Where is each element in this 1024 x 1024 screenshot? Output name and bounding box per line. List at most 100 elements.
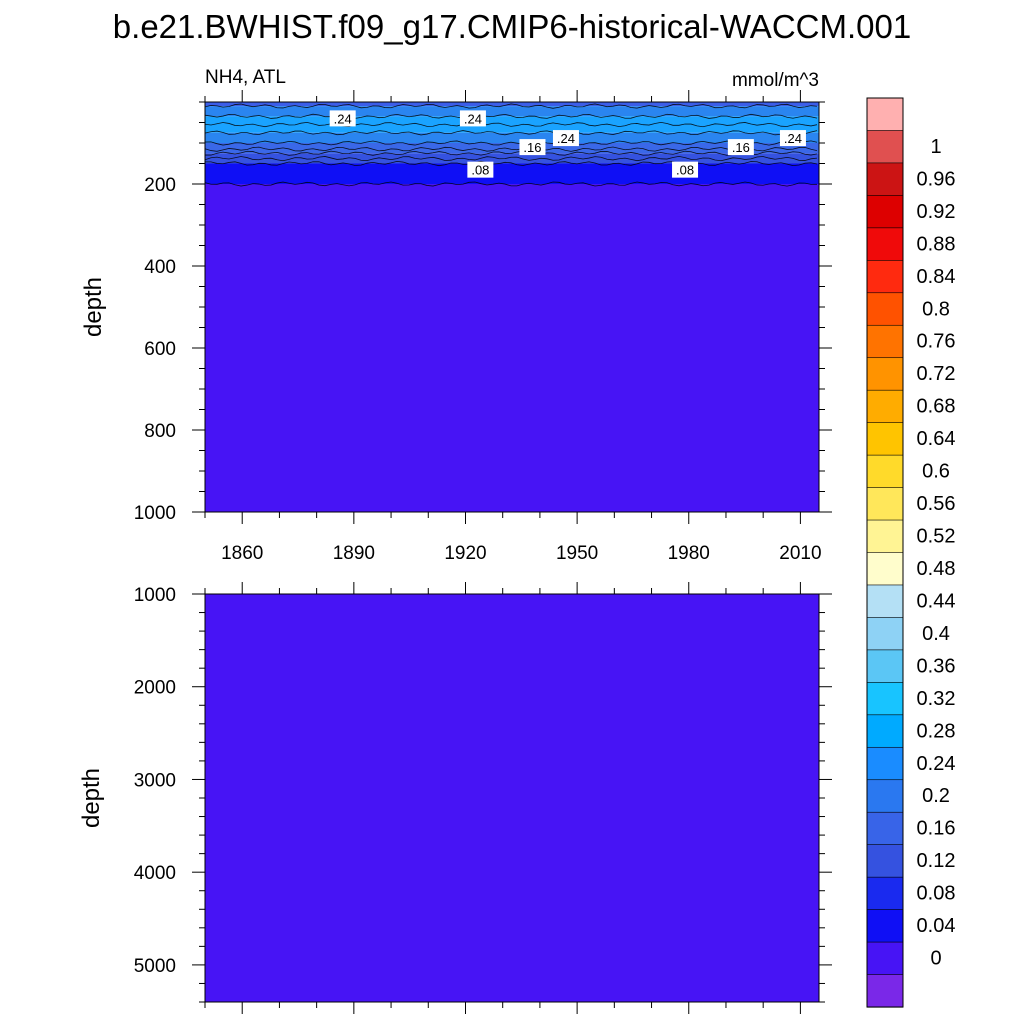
colorbar-label-19: 0.24 [917,753,956,775]
top-contour-line-1 [204,113,818,119]
colorbar-cell-17 [866,649,904,683]
colorbar-cell-5 [866,260,904,294]
top-contour-label-box-5 [672,161,699,178]
colorbar-label-6: 0.76 [917,331,956,353]
bottom-y-tick-label-4000: 4000 [134,863,176,884]
colorbar-cell-10 [866,422,904,456]
top-contour-label-1: .24 [464,111,482,126]
top-contour-line-9 [204,181,818,187]
colorbar-label-20: 0.2 [922,785,950,807]
top-depth-band-5 [205,153,819,164]
top-y-tick-label-1000: 1000 [134,503,176,524]
top-x-tick-label-1860: 1860 [221,543,263,564]
colorbar-cell-4 [866,227,904,261]
colorbar-label-17: 0.32 [917,688,956,710]
colorbar-label-15: 0.4 [922,623,950,645]
top-contour-label-3: .24 [557,131,575,146]
colorbar-cell-20 [866,746,904,781]
colorbar-cell-22 [866,811,904,846]
bottom-panel: 1000 2000 3000 4000 5000 depth [78,582,832,1014]
colorbar-label-22: 0.12 [917,850,956,872]
figure-title: b.e21.BWHIST.f09_g17.CMIP6-historical-WA… [113,8,911,45]
colorbar-label-7: 0.72 [917,363,956,385]
colorbar-label-10: 0.6 [922,461,950,483]
top-contour-label-box-4 [467,161,494,178]
colorbar-label-18: 0.28 [917,720,956,742]
colorbar-cell-9 [866,389,904,424]
panel-left-string: NH4, ATL [205,67,286,88]
colorbar-cell-0 [866,97,904,132]
top-panel: NH4, ATL mmol/m^3 .24 .24 .16 .24 .08 .08 .16.… [80,67,832,564]
top-y-tick-label-400: 400 [144,257,176,278]
colorbar-label-25: 0 [930,948,941,970]
colorbar-cell-16 [866,617,904,651]
colorbar-label-14: 0.44 [917,590,956,612]
bottom-y-tick-label-5000: 5000 [134,956,176,977]
top-contour-label-box-1 [459,110,486,127]
colorbar-cell-19 [866,714,904,748]
colorbar-label-2: 0.92 [917,201,956,223]
colorbar-label-21: 0.16 [917,818,956,840]
top-y-tick-label-200: 200 [144,175,176,196]
top-contour-line-2 [204,121,818,128]
colorbar-label-12: 0.52 [917,526,956,548]
top-y-axis-title: depth [80,277,107,337]
colorbar-cell-7 [866,324,904,359]
top-plot-area: .24 .24 .16 .24 .08 .08 .16 .24 1860 1890 1920 1950… [134,90,832,564]
colorbar-label-8: 0.68 [917,396,956,418]
top-contour-line-6 [205,150,818,156]
top-contour-label-5: .08 [676,163,694,178]
colorbar-label-5: 0.8 [922,298,950,320]
bottom-y-axis-title: depth [78,768,105,828]
colorbar-label-3: 0.88 [917,233,956,255]
colorbar-label-16: 0.36 [917,655,956,677]
colorbar-label-0: 1 [930,136,941,158]
top-contour-line-7 [204,155,818,162]
top-contour-label-6: .16 [732,140,750,155]
top-x-tick-label-1950: 1950 [556,543,598,564]
top-contour-label-4: .08 [471,163,489,178]
top-x-tick-label-1980: 1980 [668,543,710,564]
colorbar-cell-8 [866,357,904,391]
top-depth-band-3 [205,132,819,143]
colorbar-cell-21 [866,779,904,813]
panel-right-string: mmol/m^3 [732,70,819,91]
colorbar-cell-13 [866,519,904,554]
colorbar-cell-3 [866,195,904,229]
top-x-tick-label-1890: 1890 [333,543,375,564]
colorbar-cell-11 [866,454,904,489]
top-y-tick-label-800: 800 [144,421,176,442]
colorbar-label-13: 0.48 [917,558,956,580]
top-contour-label-box-2 [519,139,546,156]
colorbar-cell-27 [866,974,904,1008]
colorbar-label-23: 0.08 [917,883,956,905]
top-contour-label-box-7 [779,130,806,147]
colorbar-cell-24 [866,876,904,911]
colorbar-cell-1 [866,130,904,164]
top-depth-band-1 [205,106,819,117]
top-y-tick-label-600: 600 [144,339,176,360]
colorbar-cell-15 [866,584,904,619]
top-contour-line-3 [204,130,818,136]
colorbar-cell-14 [866,552,904,586]
bottom-y-tick-label-2000: 2000 [134,678,176,699]
colorbar-label-24: 0.04 [917,915,956,937]
colorbar-frame [866,97,904,1008]
colorbar-cell-23 [866,844,904,878]
colorbar-label-11: 0.56 [917,493,956,515]
colorbar-label-4: 0.84 [917,266,956,288]
top-contour-label-box-3 [552,130,579,147]
colorbar-cell-2 [866,162,904,196]
top-depth-band-6 [205,163,819,184]
top-contour-line-4 [204,140,818,146]
top-x-tick-label-2010: 2010 [779,543,821,564]
top-depth-band-2 [205,116,819,133]
bottom-plot-area: 1000 2000 3000 4000 5000 [134,582,832,1014]
colorbar-label-1: 0.96 [917,168,956,190]
bottom-depth-band-0 [205,594,819,1002]
colorbar: 1 0.96 0.92 0.88 0.84 0.8 0.76 0.72 0.68 0.64 0.6 0… [866,97,956,1008]
colorbar-cell-12 [866,487,904,521]
top-depth-band-7 [205,184,819,512]
top-contour-line-8 [204,160,818,167]
